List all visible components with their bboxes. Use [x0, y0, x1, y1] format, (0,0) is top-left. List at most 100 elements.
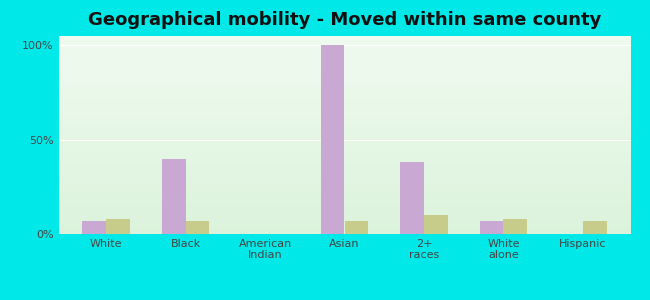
Bar: [58, 105, 630, 106]
Bar: [58, 119, 630, 120]
Bar: [58, 82, 630, 83]
Bar: [58, 99, 630, 100]
Bar: [106, 219, 130, 234]
Bar: [58, 187, 630, 188]
Bar: [58, 102, 630, 103]
Bar: [58, 220, 630, 221]
Bar: [58, 216, 630, 217]
Bar: [58, 127, 630, 128]
Bar: [58, 223, 630, 224]
Bar: [58, 229, 630, 230]
Bar: [58, 208, 630, 209]
Bar: [58, 122, 630, 123]
Bar: [58, 224, 630, 225]
Bar: [58, 101, 630, 102]
Bar: [58, 48, 630, 49]
Bar: [58, 58, 630, 59]
Bar: [58, 207, 630, 208]
Bar: [58, 185, 630, 187]
Bar: [58, 218, 630, 219]
Bar: [58, 230, 630, 231]
Bar: [58, 166, 630, 167]
Bar: [58, 228, 630, 229]
Bar: [58, 219, 630, 220]
Bar: [58, 191, 630, 192]
Bar: [58, 212, 630, 213]
Bar: [58, 47, 630, 48]
Bar: [58, 40, 630, 41]
Bar: [58, 54, 630, 55]
Bar: [58, 65, 630, 66]
Bar: [58, 98, 630, 99]
Bar: [58, 231, 630, 232]
Bar: [58, 114, 630, 115]
Bar: [58, 205, 630, 206]
Bar: [58, 38, 630, 39]
Bar: [58, 39, 630, 40]
Bar: [58, 141, 630, 142]
Bar: [58, 157, 630, 158]
Bar: [58, 113, 630, 114]
Bar: [58, 133, 630, 134]
Bar: [58, 130, 630, 131]
Bar: [58, 121, 630, 122]
Bar: [58, 44, 630, 45]
Bar: [58, 170, 630, 171]
Bar: [58, 57, 630, 58]
Bar: [58, 148, 630, 149]
Bar: [83, 221, 106, 234]
Bar: [58, 112, 630, 113]
Bar: [58, 46, 630, 47]
Bar: [58, 158, 630, 159]
Bar: [58, 192, 630, 194]
Bar: [58, 93, 630, 94]
Bar: [58, 42, 630, 43]
Bar: [58, 55, 630, 56]
Bar: [58, 76, 630, 78]
Bar: [58, 120, 630, 121]
Bar: [58, 226, 630, 227]
Bar: [58, 126, 630, 127]
Bar: [58, 221, 630, 222]
Bar: [58, 80, 630, 82]
Bar: [480, 221, 503, 234]
Bar: [58, 211, 630, 212]
Bar: [58, 233, 630, 234]
Bar: [58, 96, 630, 98]
Bar: [58, 78, 630, 79]
Bar: [58, 188, 630, 190]
Bar: [58, 172, 630, 174]
Bar: [58, 146, 630, 147]
Bar: [58, 178, 630, 179]
Bar: [58, 136, 630, 137]
Bar: [58, 37, 630, 38]
Bar: [58, 64, 630, 65]
Bar: [58, 94, 630, 95]
Bar: [58, 149, 630, 150]
Bar: [58, 86, 630, 88]
Bar: [58, 129, 630, 130]
Bar: [58, 67, 630, 68]
Bar: [58, 169, 630, 170]
Bar: [58, 72, 630, 73]
Bar: [186, 221, 209, 234]
Bar: [58, 79, 630, 80]
Bar: [58, 215, 630, 216]
Bar: [58, 85, 630, 86]
Bar: [58, 214, 630, 215]
Bar: [58, 60, 630, 61]
Bar: [58, 179, 630, 181]
Bar: [58, 63, 630, 64]
Bar: [58, 176, 630, 177]
Bar: [58, 232, 630, 233]
Bar: [58, 51, 630, 52]
Bar: [58, 206, 630, 207]
Bar: [58, 53, 630, 54]
Bar: [58, 163, 630, 164]
Bar: [58, 124, 630, 125]
Bar: [58, 145, 630, 146]
Bar: [58, 159, 630, 160]
Bar: [58, 203, 630, 204]
Bar: [58, 125, 630, 126]
Bar: [58, 194, 630, 195]
